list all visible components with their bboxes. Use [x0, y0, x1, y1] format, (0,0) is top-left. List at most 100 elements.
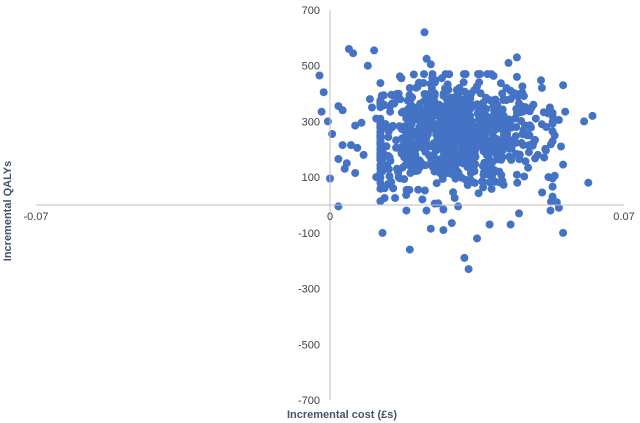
data-point [559, 160, 568, 169]
data-point [409, 70, 418, 79]
data-point [441, 103, 450, 112]
data-point [456, 154, 465, 163]
data-point [353, 143, 362, 152]
data-point [559, 81, 568, 90]
data-point [545, 103, 554, 112]
data-point [370, 46, 379, 55]
data-point [397, 125, 406, 133]
data-point [445, 140, 454, 148]
data-point [479, 147, 488, 156]
data-point [463, 181, 472, 190]
data-point [507, 123, 516, 132]
data-point [425, 151, 434, 160]
data-point [506, 141, 515, 150]
data-point [405, 84, 414, 92]
data-point [512, 53, 521, 62]
data-point [338, 106, 347, 115]
data-point [519, 141, 528, 150]
data-point [527, 103, 536, 112]
data-point [357, 118, 366, 127]
data-point [420, 70, 428, 79]
data-point [380, 194, 389, 202]
data-point [431, 147, 440, 155]
data-point [420, 186, 429, 195]
data-point [351, 121, 360, 130]
y-tick-label: -300 [298, 284, 320, 296]
data-point [376, 79, 385, 88]
data-point [485, 178, 494, 187]
data-point [540, 153, 549, 162]
data-point [385, 172, 394, 181]
y-tick-label: 500 [302, 61, 320, 73]
data-point [384, 133, 393, 141]
data-point [507, 155, 516, 164]
data-point [439, 226, 448, 235]
data-point [528, 141, 537, 150]
data-point [403, 96, 412, 105]
data-point [434, 120, 443, 129]
data-point [365, 95, 374, 104]
data-point [482, 93, 490, 102]
y-tick-label: -100 [298, 228, 320, 240]
data-point [453, 167, 462, 176]
data-point [359, 150, 368, 159]
data-point [493, 155, 501, 164]
data-point [550, 171, 559, 180]
data-point [319, 88, 328, 97]
data-point [524, 148, 533, 157]
data-point [397, 108, 406, 117]
data-point [391, 194, 400, 202]
data-point [537, 76, 545, 85]
data-point [515, 99, 523, 108]
data-point [415, 141, 424, 150]
data-point [485, 220, 494, 229]
data-point [515, 209, 523, 218]
data-point [411, 115, 420, 124]
data-point [413, 165, 422, 174]
data-point [426, 224, 435, 233]
data-point [474, 107, 483, 116]
data-point [449, 154, 458, 163]
data-point [384, 152, 393, 160]
data-point [521, 157, 530, 166]
data-point [489, 142, 498, 151]
data-point [473, 234, 481, 243]
data-point [506, 86, 515, 95]
data-point [513, 109, 521, 118]
data-point [334, 202, 343, 211]
data-point [561, 107, 570, 116]
data-point [400, 153, 409, 162]
data-point [402, 206, 411, 215]
data-point [409, 141, 418, 150]
data-point [548, 119, 557, 128]
data-point [459, 78, 468, 87]
x-tick-label: 0 [327, 211, 333, 223]
data-point [550, 131, 559, 140]
data-point [439, 205, 448, 214]
data-point [376, 101, 385, 110]
data-point [462, 152, 471, 161]
data-point [466, 111, 475, 120]
data-point [418, 195, 427, 204]
data-point [368, 103, 376, 112]
data-point [363, 61, 372, 70]
data-point [410, 128, 419, 136]
data-point [512, 72, 521, 81]
data-point [461, 70, 470, 79]
data-point [378, 228, 387, 237]
data-point [340, 164, 349, 173]
data-point [541, 146, 550, 155]
data-point [456, 86, 465, 95]
data-point [420, 28, 429, 37]
data-point [377, 91, 386, 100]
y-tick-label: 300 [302, 116, 320, 128]
data-point [521, 121, 530, 130]
data-point [380, 184, 389, 193]
data-point [557, 142, 565, 151]
data-point [496, 79, 505, 88]
data-point [531, 114, 540, 123]
y-tick-label: -700 [298, 395, 320, 407]
data-point [513, 178, 522, 187]
data-point [432, 179, 441, 188]
